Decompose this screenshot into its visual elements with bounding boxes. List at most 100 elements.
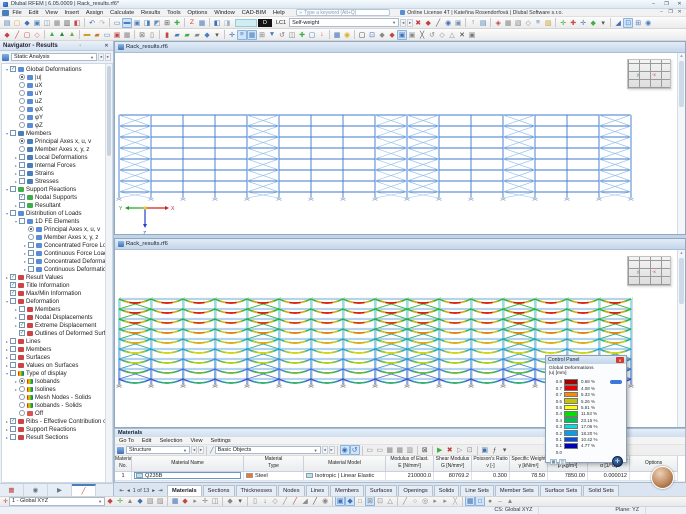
status-toolbar-icon[interactable]: ◇: [272, 498, 278, 506]
toolbar-icon[interactable]: ▲: [58, 31, 66, 38]
radio-button[interactable]: [19, 90, 25, 96]
tree-item[interactable]: ▸ Continuous Force Load: [2, 249, 105, 257]
tree-item[interactable]: ▸ Lines: [2, 337, 105, 345]
expander-icon[interactable]: ▸: [5, 354, 9, 360]
materials-toolbar-icon[interactable]: ▭: [376, 447, 383, 454]
toolbar-icon[interactable]: ⊞: [164, 19, 170, 27]
radio-button[interactable]: [19, 394, 25, 400]
toolbar-icon[interactable]: ▯: [150, 31, 154, 39]
toolbar-icon[interactable]: ▲: [48, 31, 56, 38]
toolbar-icon[interactable]: ◉: [645, 19, 652, 27]
tree-item[interactable]: ▸ ✓ Result Values: [2, 273, 105, 281]
materials-toolbar-icon[interactable]: ▶: [437, 447, 443, 454]
toolbar-icon[interactable]: ◆: [204, 31, 210, 39]
toolbar-icon[interactable]: ▲: [68, 31, 76, 38]
tree-item[interactable]: ▸ ✓ Extreme Displacement: [2, 321, 105, 329]
expander-icon[interactable]: ▸: [23, 250, 27, 256]
status-toolbar-icon[interactable]: ▸: [443, 498, 447, 506]
status-toolbar-icon[interactable]: ╱: [312, 498, 318, 506]
toolbar-icon[interactable]: ◈: [495, 19, 501, 27]
toolbar-icon[interactable]: ▨: [544, 19, 552, 27]
toolbar-icon[interactable]: ▣: [454, 19, 462, 27]
expander-icon[interactable]: ▾: [5, 370, 9, 376]
analysis-type-selector[interactable]: Static Analysis ▼: [11, 52, 97, 62]
materials-toolbar-icon[interactable]: ▭: [366, 447, 373, 454]
toolbar-icon[interactable]: △: [449, 31, 455, 39]
toolbar-icon[interactable]: ▦: [333, 31, 341, 39]
toolbar-icon[interactable]: ≡: [237, 29, 247, 40]
table-tab-materials[interactable]: Materials: [167, 485, 202, 496]
analysis-next-button[interactable]: ▸: [105, 53, 111, 61]
table-tab-surfacesets[interactable]: Surface Sets: [539, 485, 583, 496]
scrollbar-thumb[interactable]: [679, 61, 684, 107]
table-tab-nodes[interactable]: Nodes: [278, 485, 305, 496]
menu-item-assign[interactable]: Assign: [85, 9, 104, 16]
checkbox[interactable]: ✓: [19, 322, 25, 328]
toolbar-icon[interactable]: ▾: [215, 31, 219, 39]
checkbox[interactable]: [19, 178, 25, 184]
status-toolbar-icon[interactable]: □: [357, 497, 363, 505]
tree-item[interactable]: ✓ Nodal Supports: [2, 193, 105, 201]
model-canvas-wireframe[interactable]: y -x ▲ X Y Z: [115, 53, 685, 234]
material-name-editbox[interactable]: Q235B: [134, 472, 241, 480]
toolbar-icon[interactable]: ▢: [13, 19, 21, 27]
tree-item[interactable]: φZ: [2, 121, 105, 129]
materials-menu-selection[interactable]: Selection: [159, 437, 183, 444]
tree-item[interactable]: ▾ Distribution of Loads: [2, 209, 105, 217]
toolbar-icon[interactable]: ▢: [23, 31, 31, 39]
status-toolbar-icon[interactable]: ╱: [282, 498, 288, 506]
table-cell[interactable]: Steel: [244, 472, 304, 481]
status-toolbar-icon[interactable]: ◆: [182, 498, 188, 506]
status-toolbar-icon[interactable]: ↓: [263, 497, 267, 505]
status-toolbar-icon[interactable]: ▦: [465, 496, 476, 506]
checkbox[interactable]: [10, 426, 16, 432]
pin-icon[interactable]: ▫: [79, 42, 82, 49]
checkbox[interactable]: [10, 210, 16, 216]
expander-icon[interactable]: ▸: [5, 418, 9, 424]
checkbox[interactable]: ✓: [10, 274, 16, 280]
toolbar-icon[interactable]: ↑: [471, 19, 475, 26]
toolbar-icon[interactable]: ◩: [153, 19, 161, 27]
menu-item-calculate[interactable]: Calculate: [110, 9, 135, 16]
checkbox[interactable]: [10, 434, 16, 440]
checkbox[interactable]: [10, 298, 16, 304]
expander-icon[interactable]: ▸: [5, 426, 9, 432]
tree-item[interactable]: Member Axes x, y, z: [2, 145, 105, 153]
tree-item[interactable]: ▸ Internal Forces: [2, 161, 105, 169]
table-cell[interactable]: 0.000012: [588, 472, 630, 481]
toolbar-icon[interactable]: ✛: [560, 19, 566, 27]
tree-item[interactable]: ▾ Members: [2, 129, 105, 137]
toolbar-icon[interactable]: ↺: [279, 31, 285, 39]
tree-item[interactable]: uY: [2, 89, 105, 97]
checkbox[interactable]: [28, 242, 34, 248]
tree-item[interactable]: ✓ Outlines of Deformed Surfaces: [2, 329, 105, 337]
tree-item[interactable]: Isobands - Solids: [2, 401, 105, 409]
status-toolbar-icon[interactable]: ▸: [433, 498, 437, 506]
viewport2-scrollbar[interactable]: ▲: [677, 250, 685, 427]
checkbox[interactable]: ✓: [19, 330, 25, 336]
checkbox[interactable]: [10, 186, 16, 192]
expander-icon[interactable]: ▸: [14, 386, 18, 392]
status-toolbar-icon[interactable]: ◆: [227, 498, 233, 506]
expander-icon[interactable]: ▾: [5, 298, 9, 304]
expander-icon[interactable]: ▸: [14, 170, 18, 176]
toolbar-icon[interactable]: ▢: [308, 31, 316, 39]
materials-menu-edit[interactable]: Edit: [141, 437, 152, 444]
expander-icon[interactable]: ▸: [23, 242, 27, 248]
radio-button[interactable]: [19, 378, 25, 384]
toolbar-icon[interactable]: ✛: [229, 31, 235, 39]
objects-filter-selector[interactable]: Basic Objects ▼: [214, 445, 321, 455]
tree-item[interactable]: ▾ ✓ Global Deformations: [2, 65, 105, 73]
checkbox[interactable]: [10, 338, 16, 344]
menu-item-cadbim[interactable]: CAD-BIM: [241, 9, 267, 16]
menu-item-edit[interactable]: Edit: [28, 9, 39, 16]
checkbox[interactable]: [19, 154, 25, 160]
design-situation-badge[interactable]: D: [258, 18, 272, 27]
scrollbar-thumb[interactable]: [679, 258, 684, 304]
toolbar-icon[interactable]: ✚: [299, 31, 305, 39]
materials-menu-settings[interactable]: Settings: [210, 437, 231, 444]
navigator-tab-2[interactable]: ▶: [48, 484, 72, 496]
checkbox[interactable]: [10, 346, 16, 352]
checkbox[interactable]: [19, 218, 25, 224]
materials-toolbar-icon[interactable]: ⊡: [466, 447, 473, 454]
